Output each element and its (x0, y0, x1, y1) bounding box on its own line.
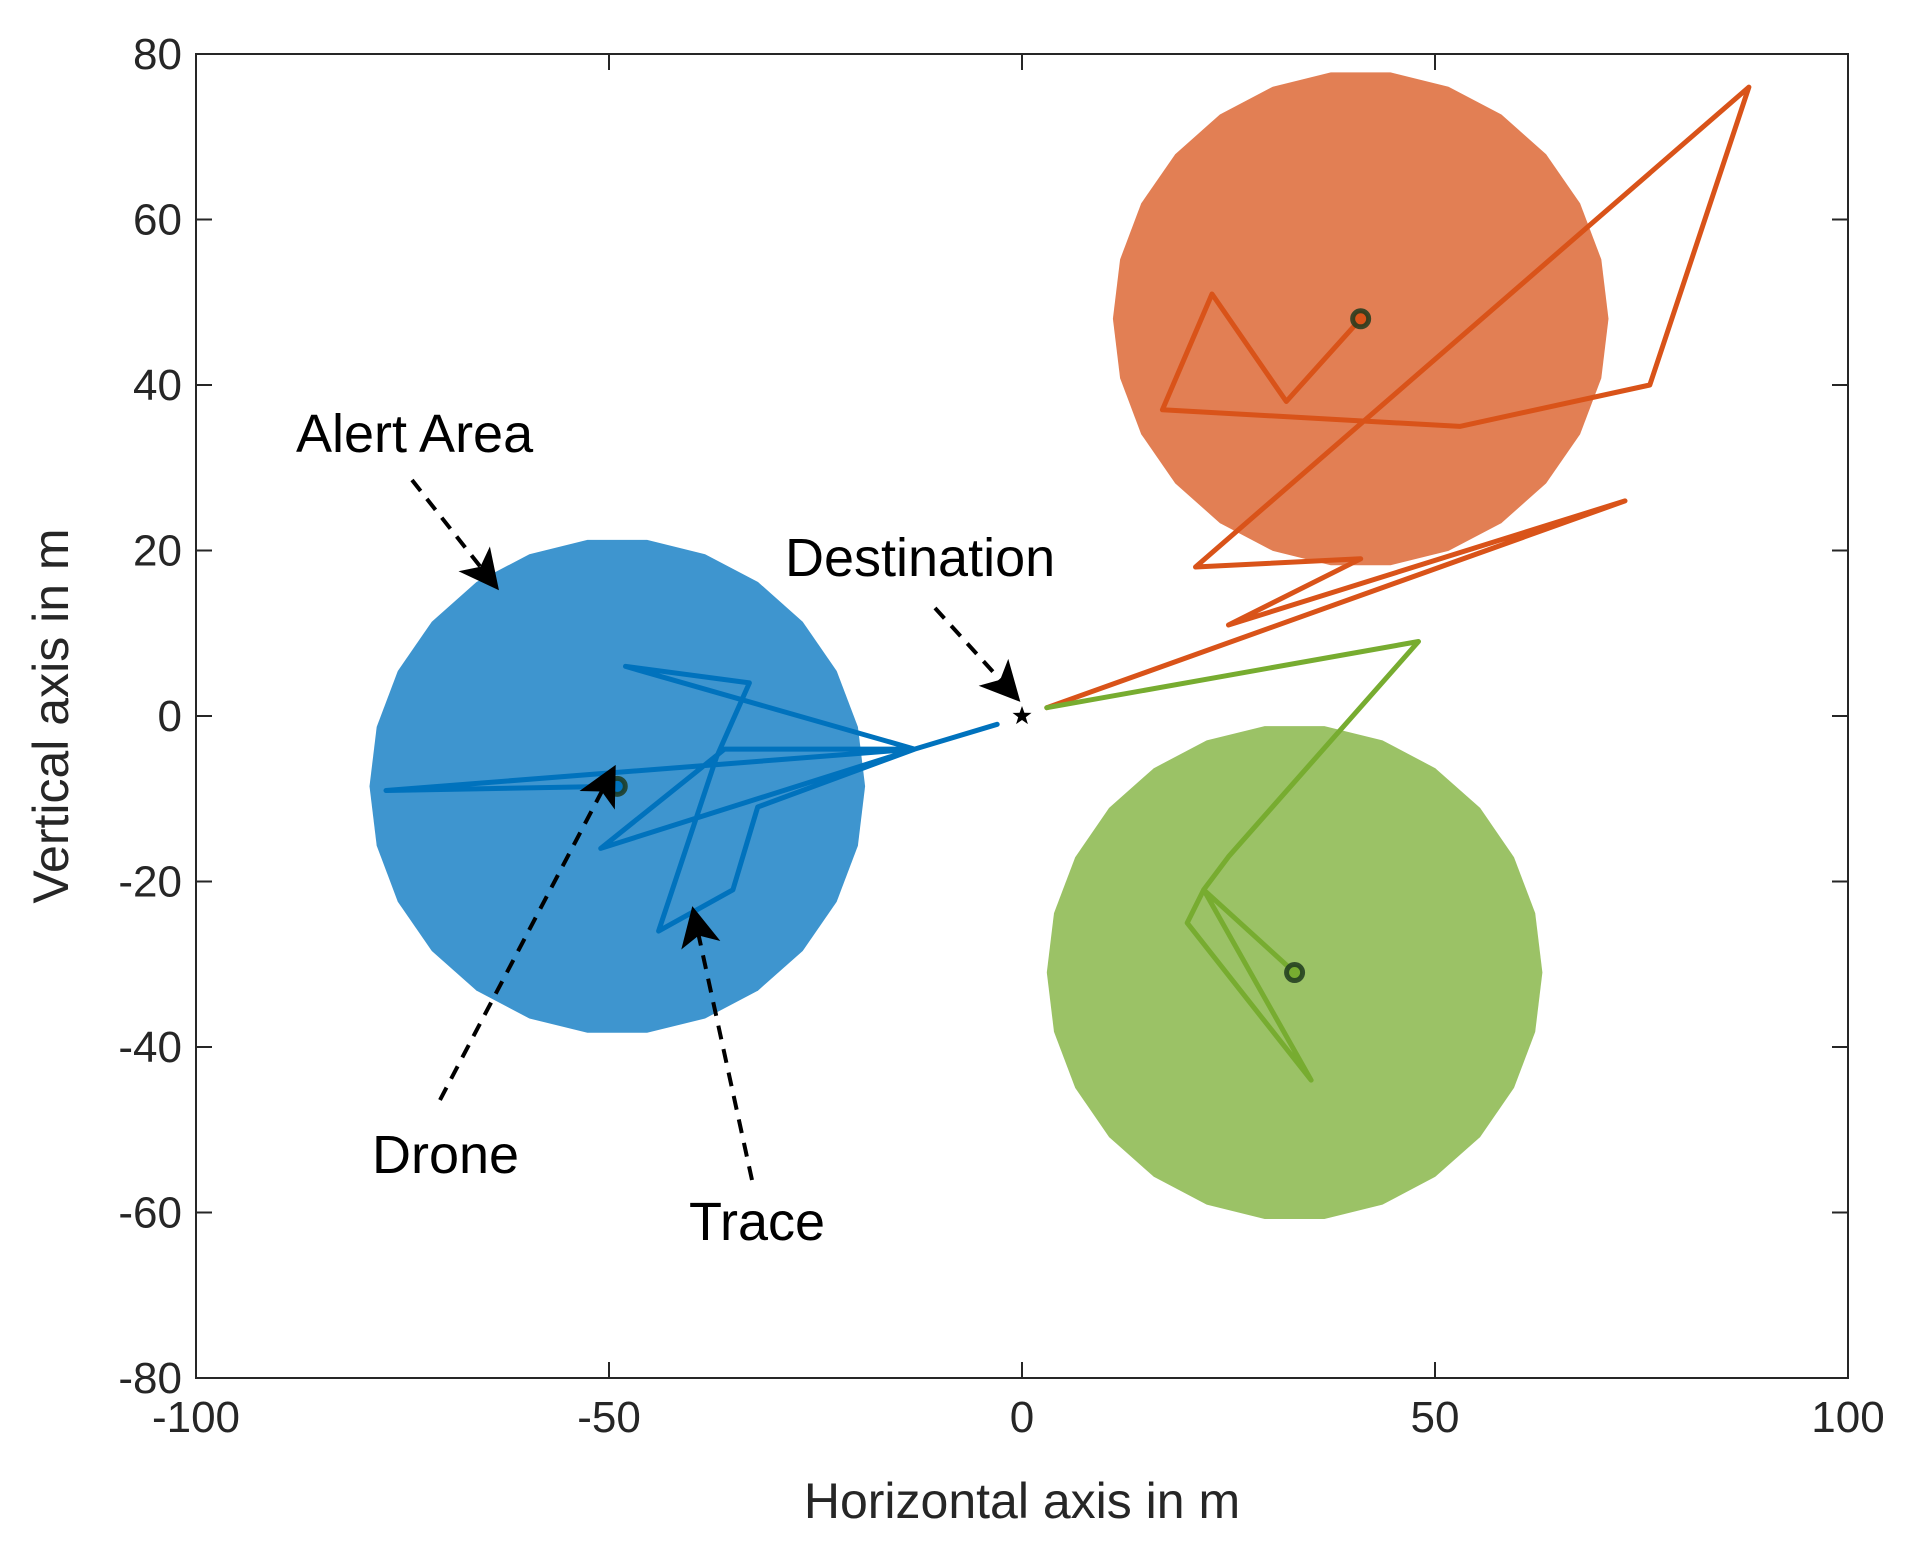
y-tick-label: 60 (133, 196, 182, 245)
trace-line-2 (1044, 84, 1752, 711)
annotation-alert-area-label: Alert Area (296, 404, 534, 464)
y-tick-label: -20 (118, 858, 182, 907)
annotation-destination-label: Destination (785, 528, 1055, 588)
x-tick-label: 50 (1411, 1393, 1460, 1442)
destination-marker (1012, 706, 1032, 725)
annotation-destination-arrow (933, 606, 1021, 702)
x-tick-label: -100 (152, 1393, 240, 1442)
annotation-drone-arrow (438, 764, 616, 1101)
x-tick-label: -50 (577, 1393, 641, 1442)
annotation-drone-label: Drone (372, 1125, 519, 1185)
drone-marker-2 (1350, 308, 1372, 330)
annotation-trace-label: Trace (689, 1192, 825, 1252)
y-tick-label: 20 (133, 527, 182, 576)
y-tick-label: 80 (133, 30, 182, 79)
traces-layer (383, 84, 1752, 1083)
annotation-trace-arrow (681, 906, 754, 1181)
x-axis-title: Horizontal axis in m (804, 1473, 1240, 1529)
drone-marker-1 (606, 775, 628, 797)
x-tick-label: 0 (1010, 1393, 1034, 1442)
y-axis-title: Vertical axis in m (23, 528, 79, 903)
trace-line-3 (1044, 639, 1421, 1083)
x-tick-label: 100 (1811, 1393, 1884, 1442)
y-tick-label: -40 (118, 1023, 182, 1072)
trace-line-1 (383, 663, 1000, 934)
y-tick-label: -80 (118, 1354, 182, 1403)
drone-marker-3 (1284, 962, 1306, 984)
y-tick-label: 40 (133, 361, 182, 410)
axes-layer: -100 -50 0 50 100 -80 -60 -40 -20 0 20 40 60 80 (118, 30, 1884, 1442)
annotations-layer: Alert Area Destination Drone Trace (296, 404, 1055, 1252)
y-tick-label: -60 (118, 1189, 182, 1238)
y-tick-label: 0 (158, 692, 182, 741)
